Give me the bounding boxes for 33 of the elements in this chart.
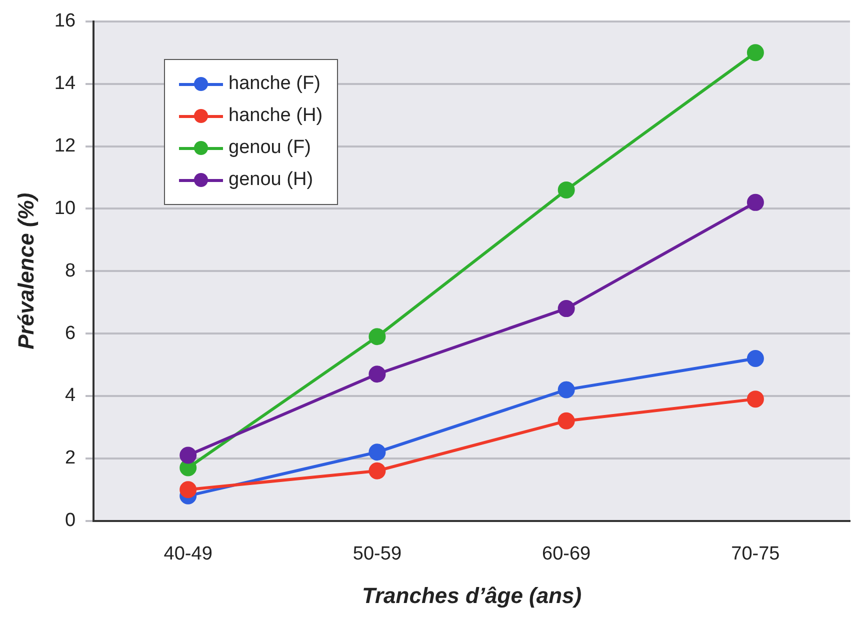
point [558, 181, 575, 198]
x-tick-label: 60-69 [542, 543, 591, 564]
point [558, 381, 575, 398]
point [368, 366, 386, 383]
y-tick-label: 16 [54, 10, 76, 32]
point [368, 328, 386, 346]
y-tick-label: 0 [64, 510, 76, 532]
point [746, 350, 764, 367]
x-tick-label: 70-75 [731, 543, 780, 564]
point [558, 300, 575, 318]
y-tick-label: 2 [64, 448, 76, 469]
legend-label: hanche (H) [228, 105, 323, 128]
point [368, 462, 386, 480]
point [746, 390, 764, 408]
legend-label: genou (H) [228, 169, 314, 192]
legend-label: genou (F) [228, 137, 311, 160]
point [180, 481, 197, 498]
x-tick-label: 40-49 [164, 543, 212, 564]
point [180, 446, 197, 464]
y-tick-label: 6 [64, 322, 76, 344]
x-tick-label: 50-59 [352, 543, 402, 564]
y-tick-label: 4 [64, 385, 76, 406]
point [558, 412, 575, 430]
x-axis-title: Tranches d’âge (ans) [362, 582, 582, 608]
legend-label: hanche (F) [228, 73, 320, 96]
y-axis-title: Prévalence (%) [13, 192, 38, 350]
y-tick-label: 10 [54, 198, 76, 219]
y-tick-label: 12 [54, 135, 76, 156]
y-tick-label: 14 [54, 73, 76, 94]
point [746, 44, 764, 62]
y-tick-label: 8 [64, 260, 76, 282]
point [368, 444, 386, 461]
point [746, 194, 764, 211]
